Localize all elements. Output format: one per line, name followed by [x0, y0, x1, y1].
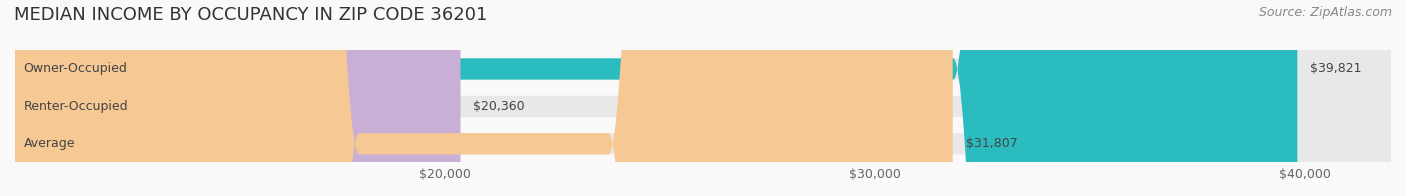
Text: $39,821: $39,821: [1310, 63, 1361, 75]
Text: Average: Average: [24, 137, 75, 150]
FancyBboxPatch shape: [15, 0, 1391, 196]
Text: Source: ZipAtlas.com: Source: ZipAtlas.com: [1258, 6, 1392, 19]
Text: Renter-Occupied: Renter-Occupied: [24, 100, 128, 113]
Text: MEDIAN INCOME BY OCCUPANCY IN ZIP CODE 36201: MEDIAN INCOME BY OCCUPANCY IN ZIP CODE 3…: [14, 6, 488, 24]
FancyBboxPatch shape: [15, 0, 461, 196]
FancyBboxPatch shape: [15, 0, 1298, 196]
FancyBboxPatch shape: [15, 0, 953, 196]
Text: $20,360: $20,360: [474, 100, 524, 113]
FancyBboxPatch shape: [15, 0, 1391, 196]
FancyBboxPatch shape: [15, 0, 1391, 196]
Text: Owner-Occupied: Owner-Occupied: [24, 63, 128, 75]
Text: $31,807: $31,807: [966, 137, 1018, 150]
